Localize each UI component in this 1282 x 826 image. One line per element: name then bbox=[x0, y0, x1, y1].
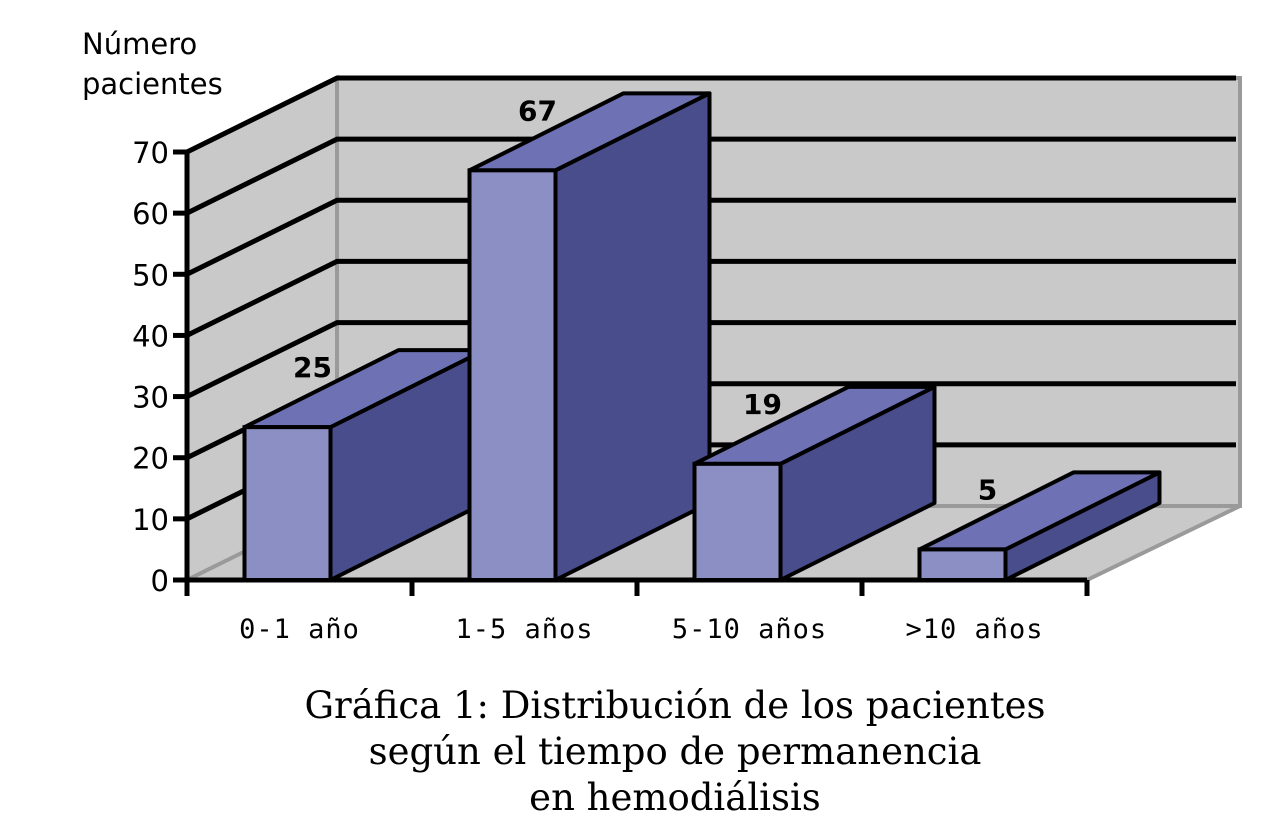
y-tick-label: 20 bbox=[132, 442, 169, 476]
y-axis-label-line-1: Número bbox=[82, 27, 198, 61]
y-axis-label: Número pacientes bbox=[82, 24, 242, 104]
gridline bbox=[185, 197, 1236, 277]
y-tick-label: 60 bbox=[132, 197, 169, 231]
gridline bbox=[185, 320, 1236, 399]
y-tick-label: 30 bbox=[132, 381, 169, 415]
y-tick-label: 0 bbox=[151, 564, 169, 598]
data-label: 19 bbox=[743, 388, 782, 421]
data-label: 67 bbox=[518, 94, 557, 127]
caption-line-2: según el tiempo de permanencia bbox=[368, 730, 982, 773]
bar-side bbox=[553, 91, 712, 582]
bar bbox=[917, 547, 1008, 583]
gridline bbox=[185, 136, 1236, 216]
gridline bbox=[185, 258, 1236, 338]
x-tick-label: 5-10 años bbox=[672, 614, 827, 645]
y-tick-label: 40 bbox=[132, 319, 169, 353]
data-label: 25 bbox=[293, 351, 332, 384]
caption-line-3: en hemodiálisis bbox=[529, 776, 821, 819]
data-label: 5 bbox=[978, 473, 997, 506]
bar bbox=[467, 168, 558, 582]
caption-line-1: Gráfica 1: Distribución de los pacientes bbox=[304, 684, 1046, 727]
x-tick-label: 1-5 años bbox=[455, 614, 593, 645]
y-tick-label: 50 bbox=[132, 258, 169, 292]
x-tick-label: 0-1 año bbox=[239, 614, 360, 645]
y-tick-label: 10 bbox=[132, 503, 169, 537]
x-tick-label: >10 años bbox=[905, 614, 1043, 645]
y-axis-label-line-2: pacientes bbox=[82, 67, 223, 101]
bar bbox=[692, 461, 783, 583]
chart-caption: Gráfica 1: Distribución de los pacientes… bbox=[140, 683, 1210, 821]
gridline bbox=[185, 75, 1236, 155]
y-tick-label: 70 bbox=[132, 136, 169, 170]
bar bbox=[242, 425, 333, 582]
